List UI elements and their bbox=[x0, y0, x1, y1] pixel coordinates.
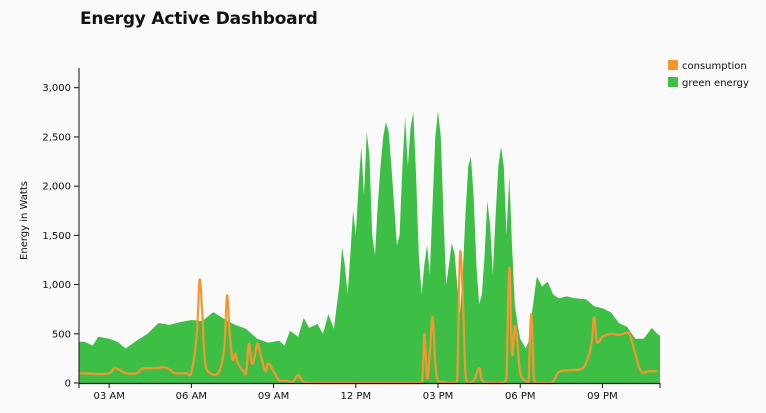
x-tick-label: 03 AM bbox=[93, 391, 124, 402]
y-tick: 3,000 bbox=[42, 83, 79, 94]
y-tick-label: 2,000 bbox=[42, 182, 71, 193]
x-tick: 06 AM bbox=[176, 383, 207, 402]
legend: consumption green energy bbox=[668, 60, 749, 89]
dashboard-title: Energy Active Dashboard bbox=[80, 9, 318, 29]
y-tick-label: 1,000 bbox=[42, 280, 71, 291]
y-tick-label: 500 bbox=[52, 329, 71, 340]
y-tick-label: 2,500 bbox=[42, 132, 71, 143]
y-tick-label: 1,500 bbox=[42, 231, 71, 242]
x-tick: 12 PM bbox=[341, 383, 372, 402]
legend-swatch-consumption bbox=[668, 60, 678, 70]
green-energy-area bbox=[79, 111, 660, 384]
y-tick: 500 bbox=[52, 329, 79, 340]
legend-item-green-energy[interactable]: green energy bbox=[668, 77, 749, 89]
y-axis: 0 500 1,000 1,500 2,000 2,500 3,000 bbox=[42, 68, 80, 390]
x-tick: 03 AM bbox=[93, 383, 125, 402]
x-tick-label: 09 PM bbox=[587, 391, 618, 402]
y-tick: 1,500 bbox=[42, 231, 79, 242]
x-tick-label: 03 PM bbox=[423, 391, 454, 402]
legend-swatch-green-energy bbox=[668, 77, 678, 87]
y-tick: 2,000 bbox=[42, 182, 79, 193]
x-axis: 03 AM 06 AM 09 AM 12 PM 03 PM 06 PM 09 PM bbox=[78, 382, 661, 402]
x-tick: 09 PM bbox=[587, 383, 618, 402]
x-tick-label: 06 AM bbox=[176, 391, 207, 402]
legend-label-consumption: consumption bbox=[682, 61, 747, 72]
y-axis-label: Energy in Watts bbox=[19, 181, 30, 260]
x-tick: 03 PM bbox=[423, 383, 454, 402]
y-tick: 1,000 bbox=[42, 280, 79, 291]
x-tick-label: 06 PM bbox=[505, 391, 536, 402]
legend-label-green-energy: green energy bbox=[682, 78, 749, 89]
y-tick: 0 bbox=[65, 379, 79, 390]
plot-area bbox=[78, 111, 660, 385]
x-tick-label: 12 PM bbox=[341, 391, 372, 402]
x-tick: 09 AM bbox=[258, 383, 289, 402]
y-tick: 2,500 bbox=[42, 132, 79, 143]
x-tick: 06 PM bbox=[505, 383, 536, 402]
x-tick-label: 09 AM bbox=[258, 391, 289, 402]
y-tick-label: 3,000 bbox=[42, 83, 71, 94]
y-tick-label: 0 bbox=[65, 379, 71, 390]
legend-item-consumption[interactable]: consumption bbox=[668, 60, 747, 72]
consumption-line bbox=[78, 250, 658, 385]
